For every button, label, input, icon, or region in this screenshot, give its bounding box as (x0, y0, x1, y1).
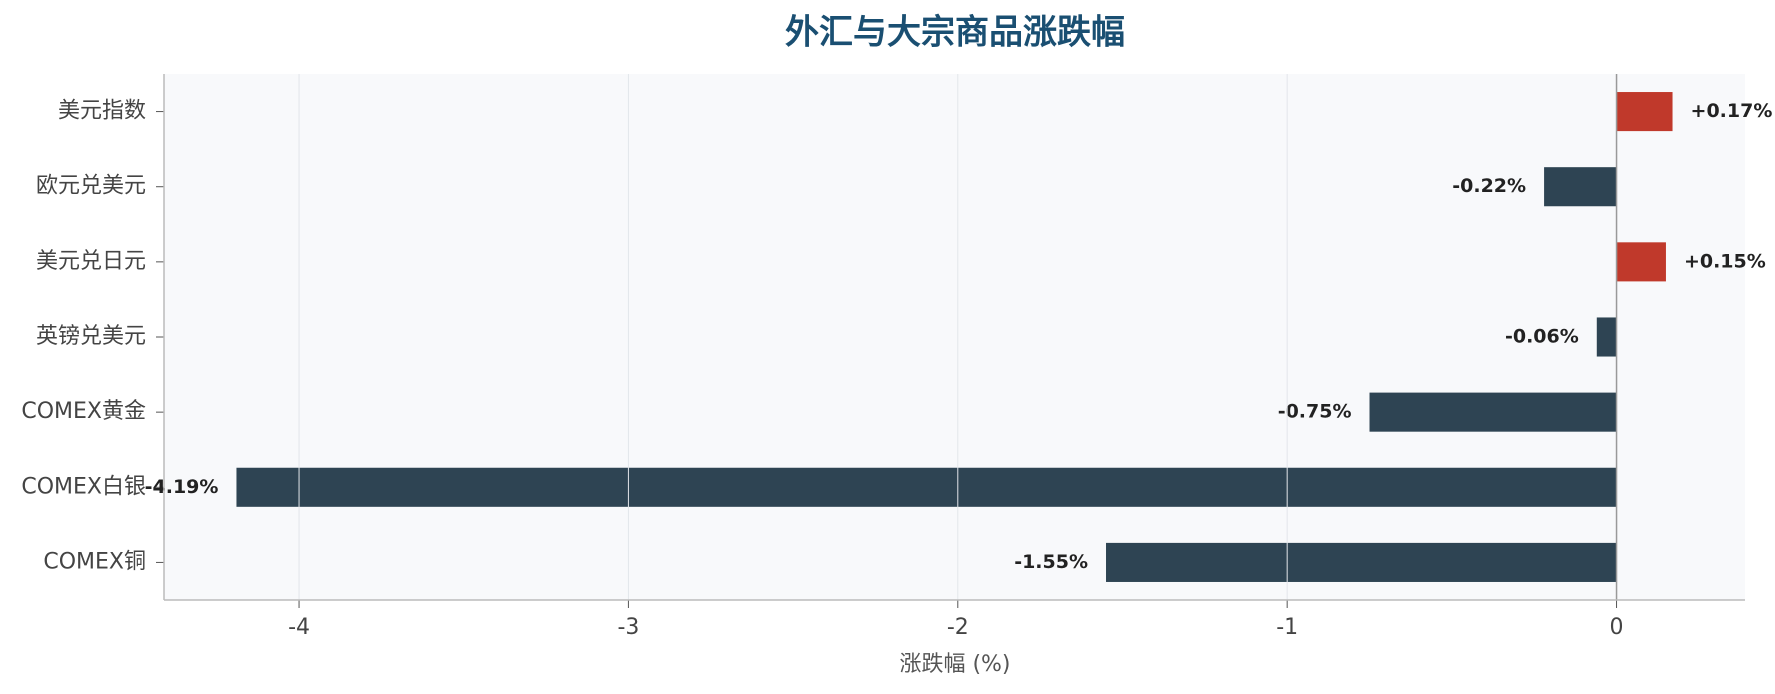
bar (236, 467, 1617, 507)
x-tick-label: 0 (1610, 615, 1624, 640)
y-tick-label: 英镑兑美元 (36, 324, 146, 349)
value-label: -0.75% (1278, 401, 1352, 423)
bar (1616, 92, 1673, 132)
y-tick-label: 欧元兑美元 (36, 174, 146, 199)
y-tick-label: 美元兑日元 (36, 249, 146, 274)
chart-title: 外汇与大宗商品涨跌幅 (785, 13, 1125, 53)
x-tick-label: -3 (617, 615, 639, 640)
y-tick-label: COMEX黄金 (21, 399, 146, 424)
y-tick-label: 美元指数 (58, 99, 146, 124)
x-tick-label: -4 (288, 615, 310, 640)
plot-area (164, 74, 1745, 600)
value-label: -0.22% (1452, 175, 1526, 197)
bar (1369, 392, 1617, 432)
y-tick-label: COMEX白银 (21, 474, 146, 499)
bar (1616, 242, 1666, 282)
value-label: -0.06% (1505, 326, 1579, 348)
value-label: +0.15% (1684, 250, 1766, 272)
x-tick-label: -2 (947, 615, 969, 640)
bar (1596, 317, 1617, 357)
x-axis-label: 涨跌幅 (%) (899, 652, 1010, 677)
value-label: +0.17% (1691, 100, 1773, 122)
bar (1106, 542, 1617, 582)
y-tick-label: COMEX铜 (43, 549, 146, 574)
x-tick-label: -1 (1276, 615, 1298, 640)
value-label: -1.55% (1014, 551, 1088, 573)
value-label: -4.19% (145, 476, 219, 498)
bar (1544, 167, 1617, 207)
